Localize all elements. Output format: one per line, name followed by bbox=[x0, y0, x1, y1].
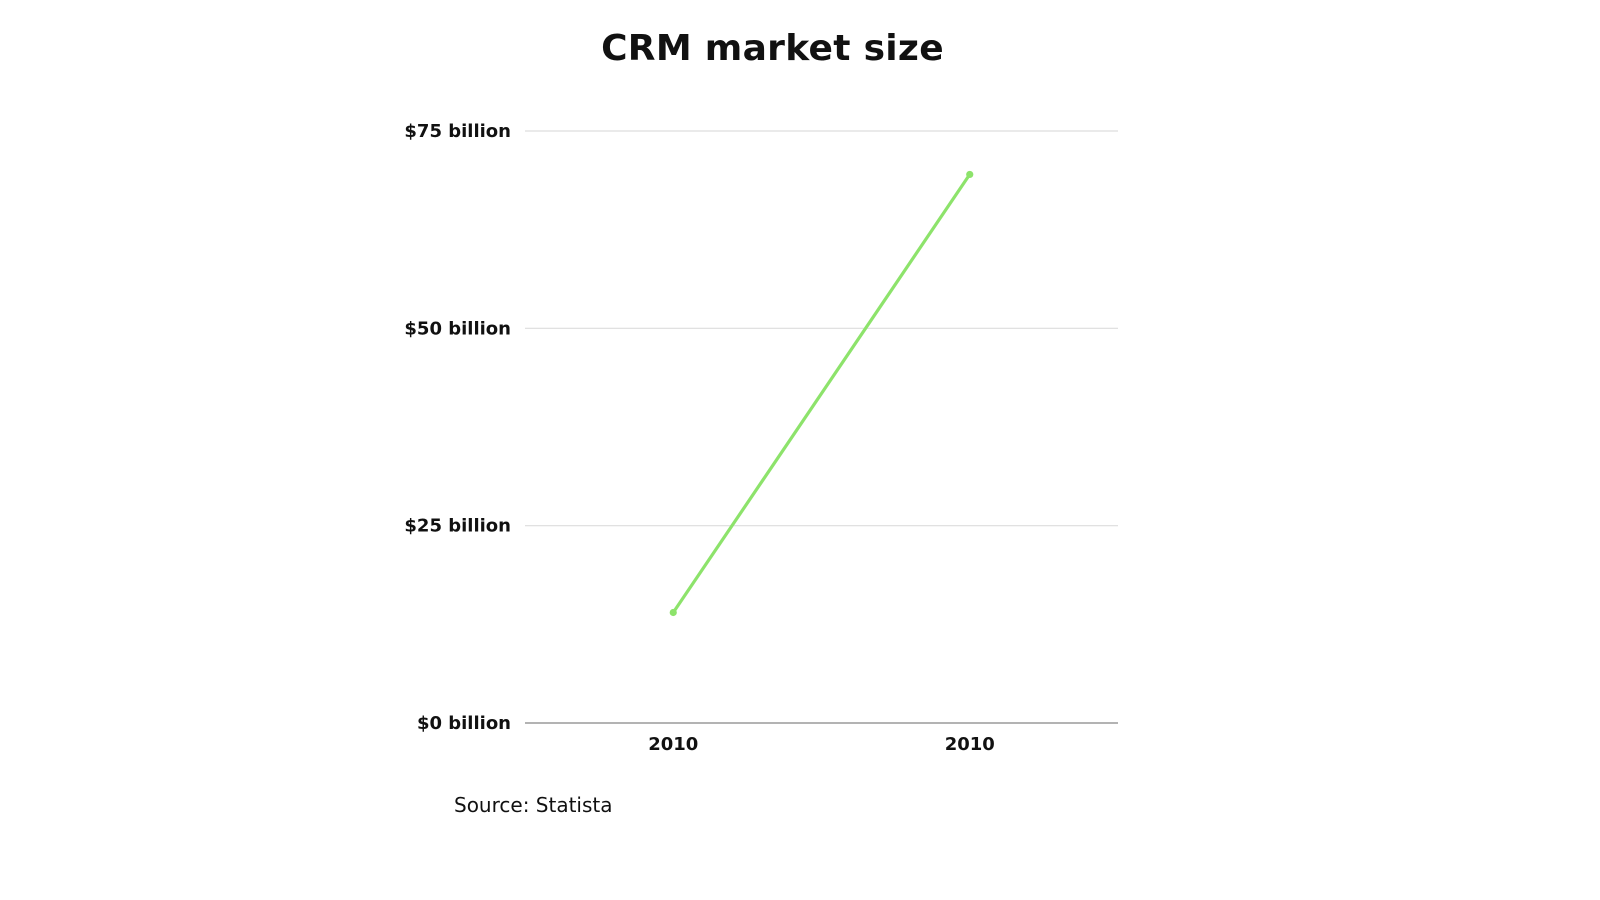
gridlines bbox=[525, 130, 1118, 724]
source-note: Source: Statista bbox=[454, 793, 613, 817]
x-tick-label: 2010 bbox=[648, 734, 698, 755]
y-tick-label: $25 billion bbox=[404, 516, 511, 537]
y-tick-label: $0 billion bbox=[417, 713, 511, 734]
series-layer bbox=[669, 170, 974, 617]
chart-title: CRM market size bbox=[601, 28, 944, 69]
data-point bbox=[669, 608, 677, 617]
y-axis-tick-labels: $0 billion $25 billion $50 billion $75 bill… bbox=[404, 121, 511, 734]
y-tick-label: $75 billion bbox=[404, 121, 511, 142]
y-tick-label: $50 billion bbox=[404, 318, 511, 339]
x-axis-tick-labels: 2010 2010 bbox=[648, 734, 995, 755]
series-line bbox=[671, 172, 972, 615]
x-tick-label: 2010 bbox=[945, 734, 995, 755]
data-point bbox=[966, 170, 974, 179]
